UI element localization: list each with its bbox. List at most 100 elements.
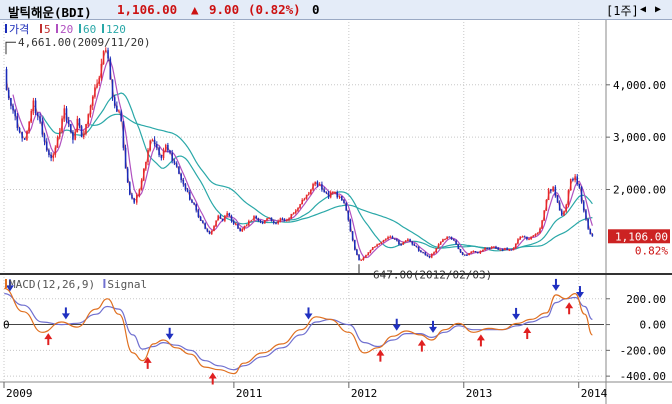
candle-body	[54, 147, 57, 155]
candle-body	[202, 220, 204, 224]
candle-body	[457, 244, 460, 250]
candle-body	[12, 105, 14, 111]
candle-body	[479, 251, 482, 254]
candle-body	[409, 239, 411, 242]
candle-body	[334, 191, 336, 193]
candle-body	[461, 252, 464, 255]
candle-body	[182, 180, 185, 185]
candle-body	[281, 218, 284, 220]
scroll-left-icon[interactable]: ◀	[640, 4, 647, 15]
candle-body	[277, 221, 279, 224]
candle-body	[171, 152, 173, 161]
macd-legend: MACD(12,26,9) Signal	[5, 278, 147, 291]
candle-body	[536, 233, 539, 235]
candle-body	[453, 239, 455, 241]
candle-body	[290, 214, 293, 219]
candle-body	[63, 108, 66, 119]
candle-body	[512, 248, 515, 251]
candle-body	[191, 199, 193, 203]
candle-body	[301, 199, 303, 205]
macd-y-tick-label: 200.00	[626, 293, 666, 306]
candle-body	[34, 100, 37, 114]
candle-body	[98, 77, 101, 84]
candle-body	[578, 183, 581, 187]
candle-body	[510, 249, 513, 251]
candle-body	[384, 239, 387, 241]
candle-body	[519, 236, 522, 240]
candle-body	[312, 183, 314, 190]
candle-body	[36, 113, 39, 117]
candle-body	[255, 215, 257, 219]
legend-swatch	[5, 24, 7, 33]
candle-body	[58, 131, 61, 138]
y-tick-label: 4,000.00	[613, 79, 666, 92]
candle-body	[336, 191, 339, 198]
x-tick-label: 2013	[466, 387, 493, 400]
candle-body	[221, 218, 224, 221]
candle-body	[450, 236, 453, 240]
candle-body	[587, 219, 589, 229]
candle-body	[444, 239, 446, 241]
macd-line	[4, 287, 593, 375]
instrument-name: 발틱해운(BDI)	[8, 5, 92, 20]
macd-legend-item: Signal	[107, 278, 147, 291]
candle-body	[169, 150, 171, 153]
last-price-bg	[608, 229, 670, 244]
candle-body	[345, 203, 347, 211]
macd-y-tick-label: -200.00	[620, 344, 666, 357]
low-annotation: 647.00(2012/02/03)	[373, 268, 492, 281]
candle-body	[5, 69, 8, 91]
candle-body	[292, 213, 295, 215]
candle-body	[116, 105, 118, 112]
candle-body	[224, 215, 226, 221]
candle-body	[219, 215, 222, 219]
candle-body	[288, 218, 290, 220]
candle-body	[526, 236, 528, 240]
candle-body	[48, 150, 50, 155]
candle-body	[133, 198, 135, 203]
candle-body	[145, 162, 147, 169]
candle-body	[245, 225, 248, 227]
candle-body	[356, 249, 358, 255]
candle-body	[459, 249, 462, 253]
change-arrow: ▲	[191, 2, 199, 17]
scroll-right-icon[interactable]: ▶	[655, 4, 662, 15]
candle-body	[23, 138, 26, 140]
candle-body	[323, 189, 325, 193]
candle-body	[297, 207, 299, 211]
candle-body	[173, 160, 176, 164]
candle-body	[126, 168, 129, 183]
annotation-leader	[5, 41, 16, 55]
candle-body	[474, 251, 477, 253]
candle-body	[476, 251, 479, 254]
legend-item-5: 5	[44, 23, 51, 36]
candle-body	[45, 141, 48, 151]
candle-body	[506, 248, 508, 251]
candle-body	[56, 137, 59, 148]
candle-body	[21, 131, 23, 139]
candle-body	[514, 243, 517, 249]
legend-swatch	[79, 24, 81, 33]
candle-body	[591, 234, 594, 237]
signal-arrows	[5, 278, 584, 385]
candle-body	[74, 131, 76, 140]
candle-body	[208, 231, 211, 234]
candle-body	[39, 116, 41, 122]
candle-body	[327, 193, 330, 198]
candle-body	[528, 239, 530, 241]
chart-canvas[interactable]: 4,661.00(2009/11/20) 647.00(2012/02/03) 가…	[0, 20, 672, 404]
candle-body	[178, 166, 180, 174]
candle-body	[470, 251, 473, 254]
candle-body	[402, 241, 405, 245]
candle-body	[286, 219, 288, 221]
candle-body	[362, 257, 365, 260]
period-button[interactable]: [1주]	[606, 4, 639, 18]
sell-arrow-icon	[575, 292, 584, 299]
candle-body	[80, 126, 83, 138]
candle-body	[153, 139, 156, 145]
candle-body	[303, 198, 306, 200]
candle-body	[270, 217, 273, 221]
legend-swatch	[40, 24, 42, 33]
candle-body	[147, 150, 149, 163]
candle-body	[28, 121, 30, 132]
